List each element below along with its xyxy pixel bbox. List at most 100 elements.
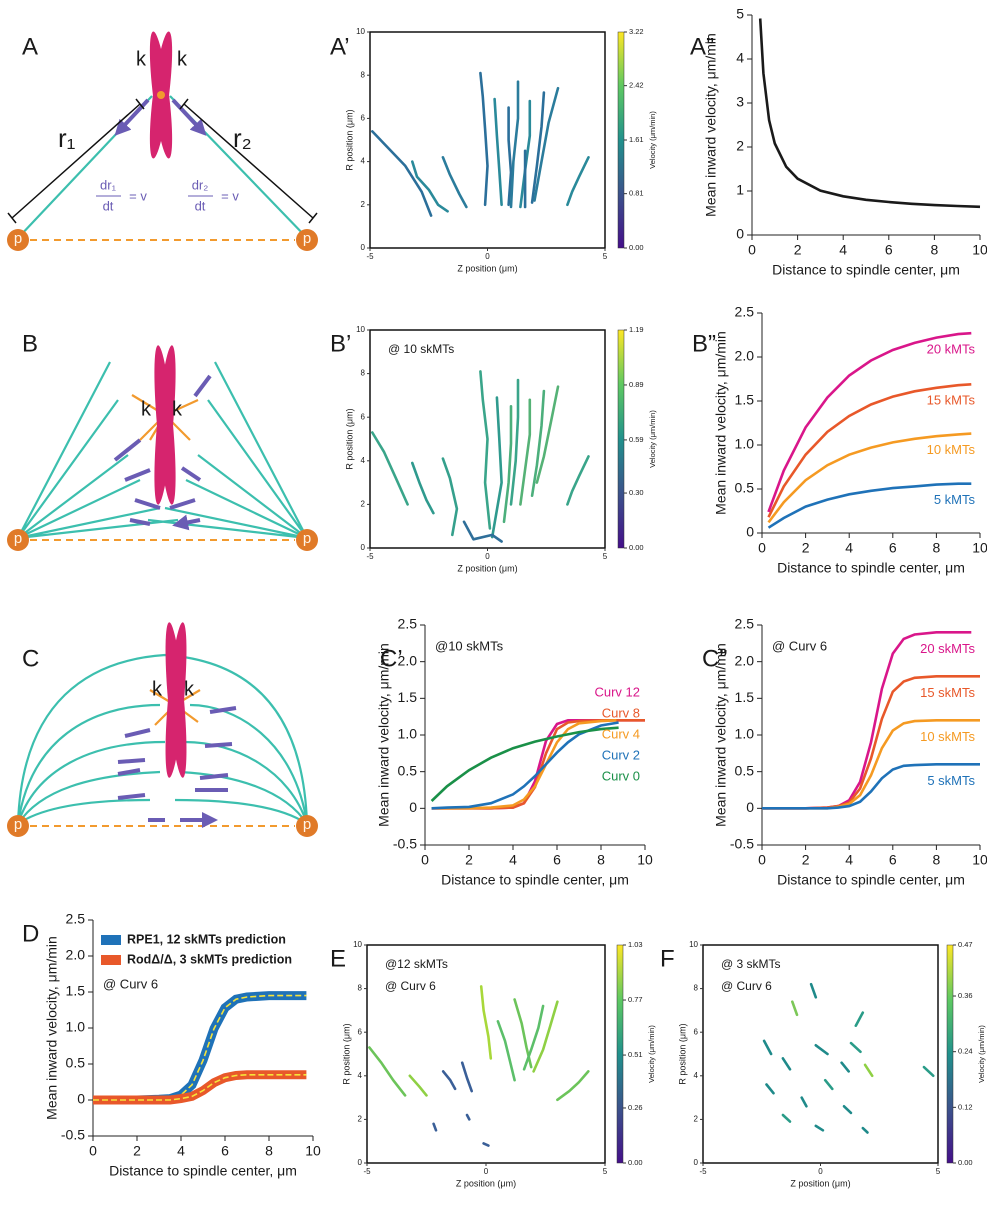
track — [849, 1041, 862, 1054]
colorbar-tick-label: 0.47 — [958, 940, 973, 949]
y-tick-label: 2.5 — [735, 616, 755, 632]
rate-equals: = v — [221, 188, 239, 203]
pole — [7, 529, 29, 551]
x-tick-label: 8 — [597, 852, 605, 868]
curve-label: 15 kMTs — [927, 393, 976, 408]
track — [854, 1011, 865, 1027]
track — [762, 1039, 773, 1056]
legend-label: RPE1, 12 skMTs prediction — [127, 932, 286, 946]
curve-label: 5 kMTs — [934, 492, 976, 507]
track — [842, 1105, 853, 1115]
annotation: @ 10 skMTs — [388, 342, 454, 356]
pole — [296, 529, 318, 551]
annotation: @ Curv 6 — [385, 979, 436, 993]
track — [479, 370, 492, 530]
colorbar-tick-label: 0.24 — [958, 1047, 973, 1056]
y-tick-label: 2 — [361, 200, 366, 209]
y-tick-label: 4 — [736, 50, 744, 66]
y-tick-label: 0 — [361, 543, 366, 552]
track — [410, 160, 449, 213]
y-tick-label: 1.5 — [735, 689, 755, 705]
y-tick-label: 1.0 — [735, 436, 755, 452]
x-tick-label: 4 — [177, 1143, 185, 1159]
legend-label: Curv 2 — [602, 747, 640, 762]
line-chart: 0 1 2 3 4 5 0 2 4 6 8 10 Mean inward velocity, μm/mi… — [703, 6, 987, 278]
y-tick-label: -0.5 — [393, 836, 417, 852]
chromosome — [154, 345, 176, 505]
pole-label: p — [14, 530, 22, 547]
track — [509, 80, 520, 209]
colorbar-tick-label: 0.77 — [628, 995, 643, 1004]
track — [519, 99, 532, 209]
track — [522, 1004, 545, 1071]
y-tick-label: 2.5 — [398, 616, 418, 632]
track — [840, 1061, 851, 1073]
curve — [430, 726, 619, 802]
panel-label: B’ — [330, 330, 351, 357]
track — [800, 1096, 808, 1108]
x-tick-label: 6 — [889, 540, 897, 556]
y-tick-label: 0.5 — [735, 762, 755, 778]
diagram-c: C k k p p — [7, 622, 318, 837]
x-tick-label: 0 — [485, 252, 490, 261]
x-tick-label: 2 — [802, 852, 810, 868]
x-tick-label: 5 — [603, 1167, 608, 1176]
curve — [431, 721, 619, 810]
y-tick-label: 4 — [694, 1071, 699, 1080]
track — [809, 982, 818, 999]
x-tick-label: 5 — [603, 252, 608, 261]
y-tick-label: 8 — [361, 70, 366, 79]
y-tick-label: 0.5 — [398, 762, 418, 778]
panel-label: E — [330, 945, 346, 972]
y-axis-label: Mean inward velocity, μm/min — [713, 331, 729, 515]
track — [566, 156, 590, 207]
x-tick-label: -5 — [366, 552, 374, 561]
track — [370, 130, 433, 217]
plot-frame — [366, 944, 606, 1164]
legend-label: Curv 8 — [602, 705, 640, 720]
colorbar-tick-label: 1.19 — [629, 325, 644, 334]
y-tick-label: 1 — [736, 182, 744, 198]
panel-label: A’ — [330, 33, 350, 60]
track — [519, 398, 532, 506]
colorbar-tick-label: 0.81 — [629, 189, 644, 198]
diagram-b: B k k p p — [7, 330, 318, 551]
y-tick-label: 1.5 — [398, 689, 418, 705]
rate-numerator: dr₁ — [100, 177, 117, 192]
curve-label: 5 skMTs — [927, 773, 975, 788]
colorbar-tick-label: 0.00 — [628, 1158, 643, 1167]
y-axis-label: R position (μm) — [344, 408, 354, 469]
x-axis-label: Distance to spindle center, μm — [777, 560, 965, 576]
colorbar-tick-label: 0.89 — [629, 380, 644, 389]
prediction-line — [93, 1074, 307, 1101]
track — [432, 1122, 438, 1132]
x-axis-label: Z position (μm) — [790, 1178, 850, 1188]
track — [490, 396, 503, 539]
x-tick-label: 6 — [553, 852, 561, 868]
y-tick-label: -0.5 — [61, 1127, 85, 1143]
x-tick-label: 0 — [758, 540, 766, 556]
x-tick-label: 4 — [839, 242, 847, 258]
x-tick-label: 0 — [484, 1167, 489, 1176]
track — [502, 404, 513, 524]
x-tick-label: 8 — [265, 1143, 273, 1159]
y-tick-label: 2.0 — [398, 652, 418, 668]
y-tick-label: 8 — [694, 984, 699, 993]
track — [408, 1074, 428, 1097]
kinetochore-label: k — [177, 48, 188, 70]
x-tick-label: 8 — [933, 540, 941, 556]
y-tick-label: 2 — [358, 1115, 363, 1124]
track — [861, 1126, 869, 1134]
y-tick-label: 5 — [736, 6, 744, 22]
pole-label: p — [303, 230, 311, 247]
x-tick-label: 8 — [933, 852, 941, 868]
distance-label: r₂ — [233, 123, 252, 153]
annotation: @ Curv 6 — [721, 979, 772, 993]
track — [410, 461, 435, 515]
panel-label: A” — [690, 33, 714, 60]
y-tick-label: 0 — [358, 1158, 363, 1167]
y-tick-label: 0 — [746, 799, 754, 815]
colorbar-tick-label: 3.22 — [629, 27, 644, 36]
